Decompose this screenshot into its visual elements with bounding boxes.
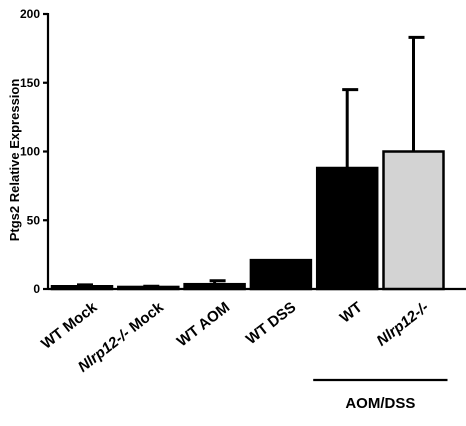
y-axis: 0 50 100 150 200 <box>20 7 50 296</box>
category-label-0: WT Mock <box>38 298 101 352</box>
category-label-5: Nlrp12-/- <box>374 299 432 350</box>
y-tick-label: 50 <box>27 213 41 227</box>
bar-4 <box>315 166 379 291</box>
category-label-3: WT DSS <box>243 299 299 348</box>
y-tick-label: 200 <box>20 7 40 21</box>
bar-3 <box>249 258 313 291</box>
bar-2 <box>183 282 246 291</box>
y-tick-label: 150 <box>20 76 40 90</box>
y-tick-label: 100 <box>20 145 40 159</box>
y-axis-label: Ptgs2 Relative Expression <box>7 79 22 242</box>
bars <box>50 150 445 291</box>
group-annotation: AOM/DSS <box>313 378 448 412</box>
error-bars <box>77 35 425 288</box>
bar-0 <box>50 285 114 291</box>
group-label: AOM/DSS <box>345 395 415 412</box>
bar-5 <box>382 150 445 291</box>
category-label-4: WT <box>337 299 366 327</box>
category-label-2: WT AOM <box>174 299 233 351</box>
y-tick-label: 0 <box>33 282 40 296</box>
